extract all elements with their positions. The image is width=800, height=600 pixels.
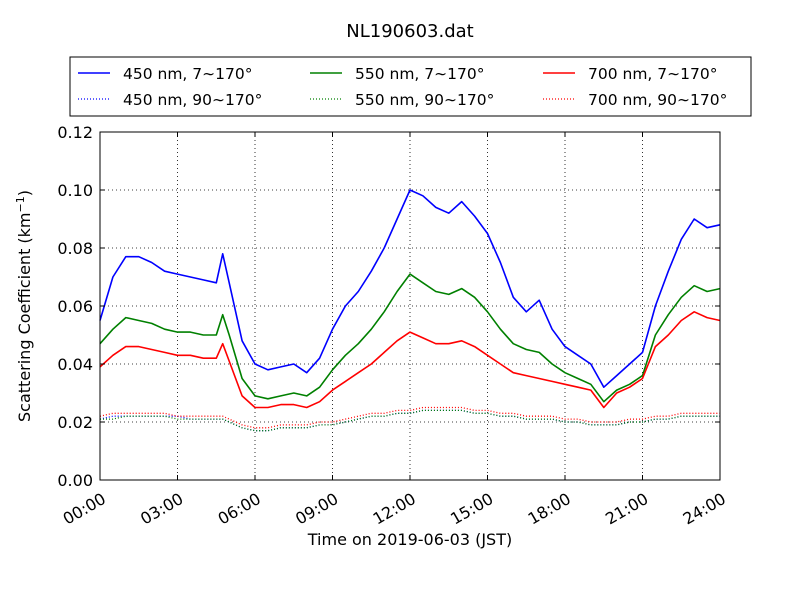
legend-box — [69, 56, 752, 117]
legend-label: 700 nm, 90∼170° — [588, 91, 727, 109]
x-tick-label: 00:00 — [60, 489, 109, 529]
series-line — [99, 189, 721, 388]
legend-label: 550 nm, 7∼170° — [355, 65, 484, 83]
x-tick-label: 06:00 — [215, 489, 264, 529]
grid-lines — [100, 132, 720, 480]
x-tick-label: 18:00 — [525, 489, 574, 529]
x-tick-label: 03:00 — [137, 489, 186, 529]
legend-label: 700 nm, 7∼170° — [588, 65, 717, 83]
y-tick-label: 0.06 — [57, 297, 93, 316]
legend: 450 nm, 7∼170° 450 nm, 90∼170° 550 nm, 7∼1… — [69, 56, 752, 117]
x-tick-label: 24:00 — [680, 489, 729, 529]
series-layer — [99, 189, 721, 432]
y-axis-label-superscript: −1 — [14, 196, 27, 212]
x-tick-label: 12:00 — [370, 489, 419, 529]
y-tick-label: 0.10 — [57, 181, 93, 200]
legend-label: 450 nm, 7∼170° — [123, 65, 252, 83]
series-line — [99, 273, 721, 403]
y-axis-label: Scattering Coefficient (km−1) — [14, 190, 34, 422]
y-tick-label: 0.12 — [57, 123, 93, 142]
y-tick-label: 0.08 — [57, 239, 93, 258]
x-axis-label: Time on 2019-06-03 (JST) — [307, 530, 512, 549]
x-tick-label: 09:00 — [292, 489, 341, 529]
x-tick-label: 15:00 — [447, 489, 496, 529]
y-tick-label: 0.02 — [57, 413, 93, 432]
chart-title: NL190603.dat — [346, 21, 473, 42]
y-tick-label: 0.00 — [57, 471, 93, 490]
legend-label: 450 nm, 90∼170° — [123, 91, 262, 109]
legend-label: 550 nm, 90∼170° — [355, 91, 494, 109]
series-line — [99, 311, 721, 409]
y-axis-label-close: ) — [15, 190, 34, 196]
y-tick-label: 0.04 — [57, 355, 93, 374]
y-axis-label-main: Scattering Coefficient (km — [15, 212, 34, 422]
x-tick-label: 21:00 — [602, 489, 651, 529]
